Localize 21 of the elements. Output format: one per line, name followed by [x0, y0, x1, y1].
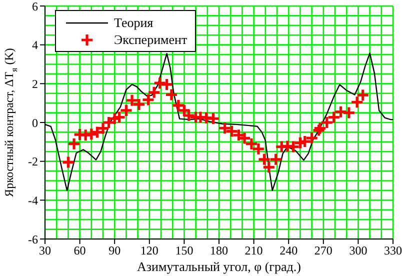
y-tick-label: 4	[32, 38, 38, 52]
y-tick-label: 0	[32, 116, 38, 130]
x-tick-label: 90	[108, 244, 121, 258]
x-tick-label: 150	[175, 244, 194, 258]
x-tick-label: 60	[74, 244, 86, 258]
x-tick-label: 270	[314, 244, 332, 258]
x-tick-label: 210	[244, 244, 263, 258]
x-tick-label: 330	[384, 244, 402, 258]
y-tick-label: 2	[32, 76, 38, 91]
y-tick-label: 6	[32, 0, 38, 14]
x-tick-label: 300	[349, 244, 368, 258]
legend-label: Теория	[114, 14, 154, 30]
y-tick-label: -2	[28, 154, 38, 169]
x-tick-label: 120	[140, 244, 158, 258]
y-tick-label: -4	[28, 193, 38, 208]
x-tick-label: 180	[210, 244, 228, 258]
legend-label: Эксперимент	[114, 32, 188, 48]
x-tick-label: 30	[39, 244, 51, 258]
x-tick-label: 240	[280, 244, 298, 258]
x-axis-title: Азимутальный угол, φ (град.)	[137, 259, 301, 274]
y-tick-label: -6	[28, 232, 38, 246]
